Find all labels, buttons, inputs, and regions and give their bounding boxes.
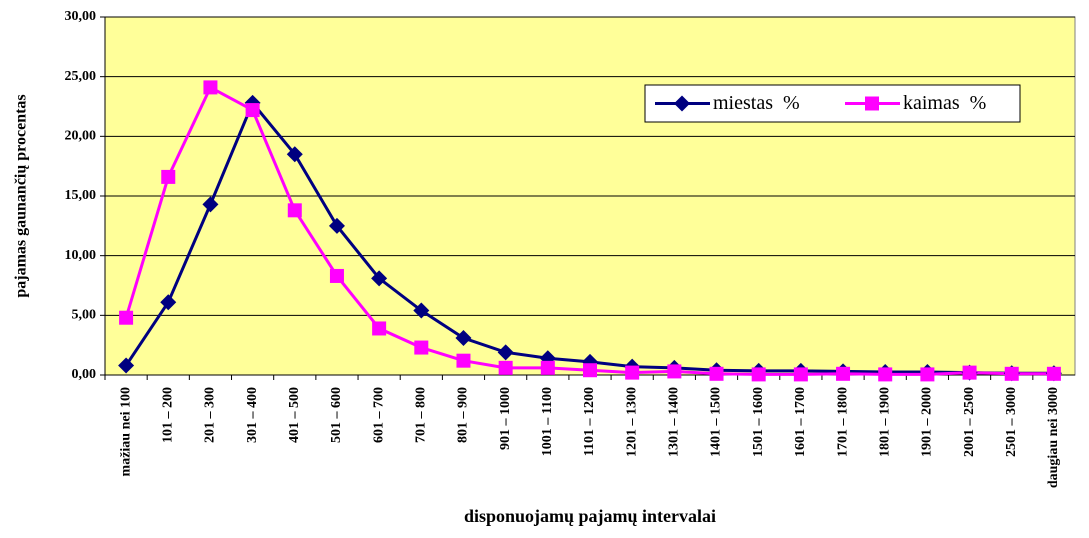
y-tick-label: 5,00	[72, 308, 97, 323]
x-tick-label: 601 – 700	[371, 387, 386, 443]
x-tick-label: 1801 – 1900	[877, 387, 892, 457]
marker	[962, 365, 977, 380]
y-tick-label: 10,00	[65, 248, 97, 263]
y-tick-label: 15,00	[65, 188, 97, 203]
x-tick-label: 501 – 600	[329, 387, 344, 443]
legend-label: miestas %	[713, 92, 800, 114]
marker	[751, 367, 766, 382]
marker	[455, 330, 472, 347]
x-tick-label: 1001 – 1100	[540, 387, 555, 456]
marker	[413, 302, 430, 319]
x-tick-label: 1301 – 1400	[667, 387, 682, 457]
y-axis-title: pajamas gaunančių procentas	[13, 94, 30, 297]
marker	[625, 365, 640, 380]
legend-label: kaimas %	[903, 92, 986, 114]
x-tick-label: daugiau nei 3000	[1046, 387, 1061, 488]
marker	[286, 146, 303, 163]
marker	[203, 80, 218, 95]
marker	[245, 103, 260, 118]
marker	[329, 268, 344, 283]
marker	[920, 367, 935, 382]
x-tick-label: 301 – 400	[245, 387, 260, 443]
x-tick-label: 2501 – 3000	[1004, 387, 1019, 457]
x-tick-label: 1501 – 1600	[751, 387, 766, 457]
marker	[878, 367, 893, 382]
marker	[709, 366, 724, 381]
marker	[287, 203, 302, 218]
x-tick-label: 1201 – 1300	[624, 387, 639, 457]
x-tick-label: 101 – 200	[160, 387, 175, 443]
y-tick-label: 20,00	[65, 129, 97, 144]
marker	[119, 310, 134, 325]
marker	[497, 344, 514, 361]
x-tick-label: 201 – 300	[203, 387, 218, 443]
x-tick-label: 1901 – 2000	[920, 387, 935, 457]
marker	[836, 366, 851, 381]
marker	[667, 364, 682, 379]
x-tick-label: 701 – 800	[414, 387, 429, 443]
x-tick-label: 801 – 900	[456, 387, 471, 443]
legend-marker	[865, 96, 879, 111]
x-tick-label: 1601 – 1700	[793, 387, 808, 457]
legend-marker	[674, 95, 690, 112]
x-tick-label: 2001 – 2500	[962, 387, 977, 457]
marker	[328, 217, 345, 234]
marker	[371, 270, 388, 287]
marker	[456, 353, 471, 368]
marker	[498, 360, 513, 375]
x-axis-title: disponuojamų pajamų intervalai	[464, 506, 716, 526]
marker	[793, 367, 808, 382]
y-tick-label: 0,00	[72, 367, 97, 382]
marker	[161, 169, 176, 184]
marker	[202, 196, 219, 213]
x-tick-label: 901 – 1000	[498, 387, 513, 450]
y-tick-label: 30,00	[65, 9, 97, 24]
marker	[414, 340, 429, 355]
x-tick-label: 401 – 500	[287, 387, 302, 443]
x-tick-label: 1101 – 1200	[582, 387, 597, 456]
x-tick-label: mažiau nei 100	[118, 387, 133, 476]
marker	[1004, 366, 1019, 381]
y-tick-label: 25,00	[65, 69, 97, 84]
marker	[118, 357, 135, 374]
x-tick-label: 1401 – 1500	[709, 387, 724, 457]
marker	[160, 294, 177, 311]
marker	[372, 321, 387, 336]
marker	[540, 360, 555, 375]
x-tick-label: 1701 – 1800	[835, 387, 850, 457]
marker	[583, 363, 597, 378]
marker	[1046, 366, 1061, 381]
